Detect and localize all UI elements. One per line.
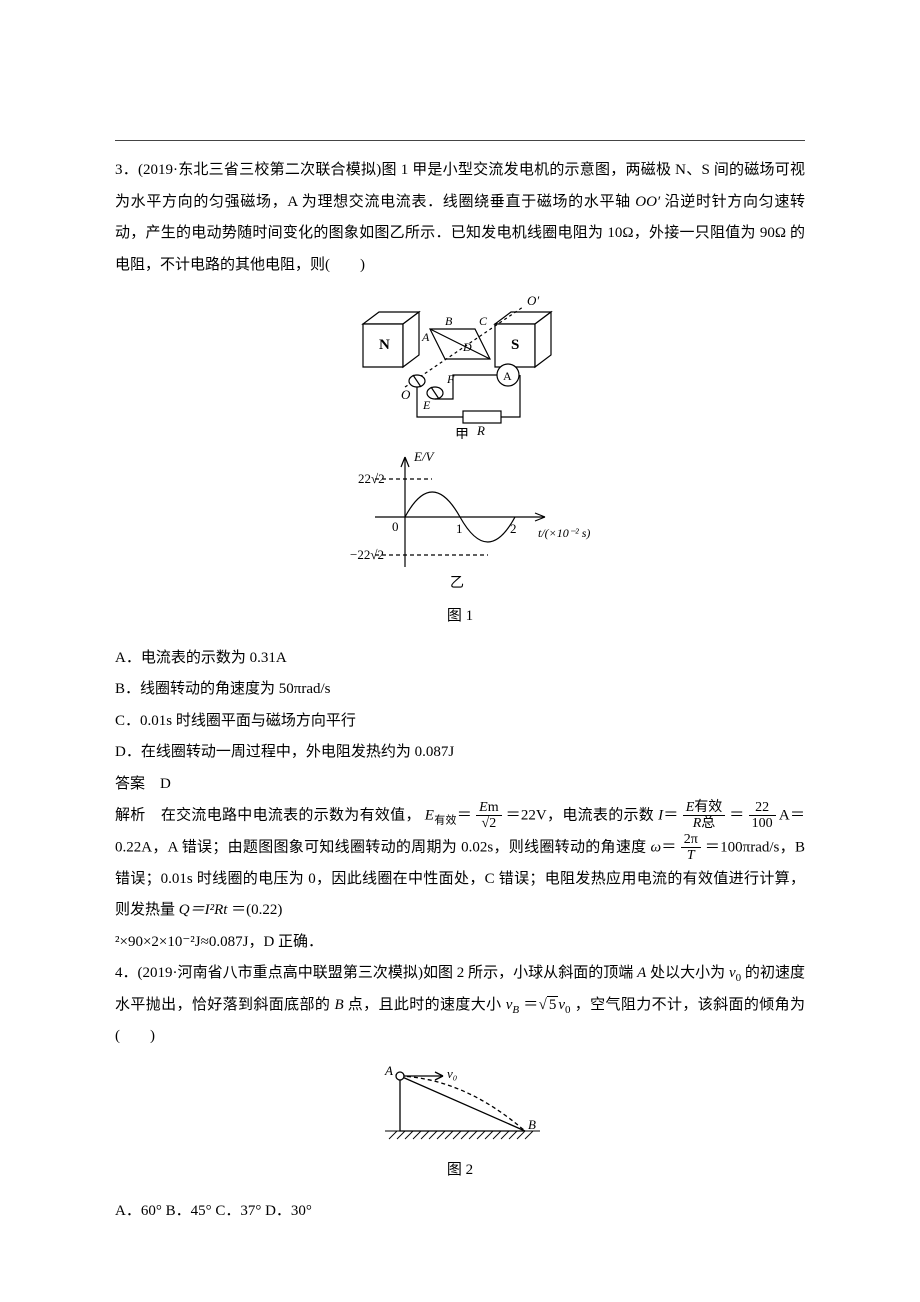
q3-options: A．电流表的示数为 0.31A B．线圈转动的角速度为 50πrad/s C．0… [115,643,805,769]
expl-I: I [658,807,663,823]
q4-vB-sub: B [512,1004,519,1016]
frac-Eeff-R: E有效 R总 [683,800,726,832]
top-rule [115,140,805,141]
ammeter-label: A [503,369,512,383]
label-S: S [511,337,519,353]
ytick-pos: 22√2 [358,471,385,486]
label-A: A [421,330,430,344]
expl-omega: ω [650,839,661,855]
xlabel: t/(×10⁻² s) [538,526,590,540]
q4-stem: 4．(2019·河南省八市重点高中联盟第三次模拟)如图 2 所示，小球从斜面的顶… [115,958,805,1053]
q3-explanation: 解析 在交流电路中电流表的示数为有效值， E有效＝ Em √2 ＝22V，电流表… [115,800,805,927]
label-Oprime: O′ [527,293,539,308]
q4-label-v0: v₀ [447,1066,457,1081]
q3-fig-caption: 图 1 [115,601,805,633]
q4-A: A [637,965,646,981]
q3-OO: OO′ [635,194,660,210]
q4-label-A: A [384,1063,393,1078]
q3-optD: D．在线圈转动一周过程中，外电阻发热约为 0.087J [115,737,805,769]
expl-3b: ＝(0.22) [231,902,282,918]
q4-s1: 4．(2019·河南省八市重点高中联盟第三次模拟)如图 2 所示，小球从斜面的顶… [115,965,637,981]
q4-s4: 点，且此时的速度大小 [348,997,506,1013]
expl-Q: Q＝I²Rt [179,902,228,918]
q3-optC: C．0.01s 时线圈平面与磁场方向平行 [115,706,805,738]
label-D: D [462,340,472,354]
expl-E-sub: 有效 [434,814,457,826]
xtick2: 2 [510,521,517,536]
q4-v0: v [729,965,736,981]
ylabel: E/V [413,449,436,464]
q4-options: A．60° B．45° C．37° D．30° [115,1196,805,1228]
frac-Em-root2: Em √2 [476,800,501,832]
q4-B: B [334,997,343,1013]
cap-jia: 甲 [455,428,469,439]
label-B: B [445,314,453,328]
q4-fig-caption: 图 2 [115,1155,805,1187]
origin: 0 [392,519,399,534]
q3-figure-yi: E/V 22√2 −22√2 0 1 2 t/(×10⁻² s) 乙 [115,447,805,597]
q4-sqrt5: 5 [539,990,559,1022]
q3-optA: A．电流表的示数为 0.31A [115,643,805,675]
expl-E: E [425,807,434,823]
q3-optB: B．线圈转动的角速度为 50πrad/s [115,674,805,706]
label-R: R [476,423,485,438]
expl-1b: ＝22V，电流表的示数 [506,807,658,823]
label-N: N [379,337,390,353]
label-F2: F [446,372,455,386]
label-C: C [479,314,488,328]
q3-figure-jia: N S O′ O B C A D [115,289,805,439]
cap-yi: 乙 [450,575,464,591]
frac-2pi-T: 2πT [681,832,701,864]
q3-stem: 3．(2019·东北三省三校第二次联合模拟)图 1 甲是小型交流发电机的示意图，… [115,155,805,281]
q4-v0-sub: 0 [736,972,742,984]
q3-answer: 答案 D [115,769,805,801]
q4-v0b-sub: 0 [565,1004,571,1016]
q3-expl-line4: ²×90×2×10⁻²J≈0.087J，D 正确． [115,927,805,959]
q4-s2: 处以大小为 [650,965,729,981]
frac-22-100: 22100 [749,800,776,832]
ytick-neg: −22√2 [350,547,384,562]
label-O: O [401,387,411,402]
expl-1a: 解析 在交流电路中电流表的示数为有效值， [115,807,421,823]
label-E2: E [422,398,431,412]
q4-label-B: B [528,1117,536,1132]
xtick1: 1 [456,521,463,536]
q4-figure: A v₀ B [115,1061,805,1151]
q4-eq: ＝ [523,997,538,1013]
